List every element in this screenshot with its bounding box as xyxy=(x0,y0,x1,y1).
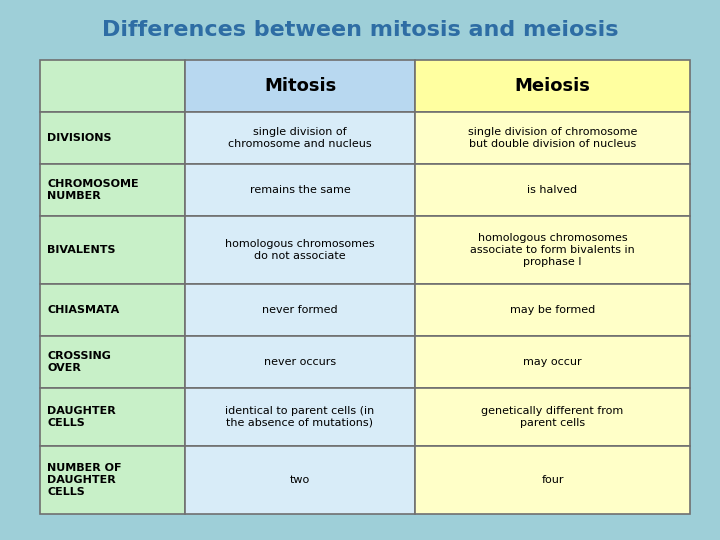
Bar xyxy=(415,388,690,446)
Bar xyxy=(185,336,415,388)
Bar xyxy=(185,216,415,284)
Text: Differences between mitosis and meiosis: Differences between mitosis and meiosis xyxy=(102,20,618,40)
Text: homologous chromosomes
do not associate: homologous chromosomes do not associate xyxy=(225,239,375,261)
Text: single division of chromosome
but double division of nucleus: single division of chromosome but double… xyxy=(468,127,637,149)
Text: never formed: never formed xyxy=(262,305,338,315)
Text: CHROMOSOME
NUMBER: CHROMOSOME NUMBER xyxy=(47,179,139,201)
Text: identical to parent cells (in
the absence of mutations): identical to parent cells (in the absenc… xyxy=(225,406,374,428)
Bar xyxy=(40,112,185,164)
Bar xyxy=(415,446,690,514)
Text: remains the same: remains the same xyxy=(250,185,351,195)
Bar xyxy=(40,164,185,216)
Bar xyxy=(185,446,415,514)
Text: CROSSING
OVER: CROSSING OVER xyxy=(47,351,111,373)
Bar xyxy=(415,164,690,216)
Bar xyxy=(415,216,690,284)
Text: BIVALENTS: BIVALENTS xyxy=(47,245,115,255)
Bar xyxy=(40,446,185,514)
Text: four: four xyxy=(541,475,564,485)
Text: Meiosis: Meiosis xyxy=(515,77,590,95)
Bar xyxy=(40,60,185,112)
Text: may be formed: may be formed xyxy=(510,305,595,315)
Bar xyxy=(415,336,690,388)
Text: two: two xyxy=(290,475,310,485)
Bar xyxy=(40,388,185,446)
Bar xyxy=(185,164,415,216)
Text: DAUGHTER
CELLS: DAUGHTER CELLS xyxy=(47,406,116,428)
Bar xyxy=(185,388,415,446)
Text: NUMBER OF
DAUGHTER
CELLS: NUMBER OF DAUGHTER CELLS xyxy=(47,463,122,497)
Text: may occur: may occur xyxy=(523,357,582,367)
Bar xyxy=(185,60,415,112)
Bar xyxy=(185,284,415,336)
Bar xyxy=(40,284,185,336)
Text: Mitosis: Mitosis xyxy=(264,77,336,95)
Bar xyxy=(415,60,690,112)
Text: homologous chromosomes
associate to form bivalents in
prophase I: homologous chromosomes associate to form… xyxy=(470,233,635,267)
Text: never occurs: never occurs xyxy=(264,357,336,367)
Bar xyxy=(40,216,185,284)
Text: CHIASMATA: CHIASMATA xyxy=(47,305,120,315)
Bar xyxy=(185,112,415,164)
Text: genetically different from
parent cells: genetically different from parent cells xyxy=(482,406,624,428)
Bar xyxy=(40,336,185,388)
Text: single division of
chromosome and nucleus: single division of chromosome and nucleu… xyxy=(228,127,372,149)
Bar xyxy=(415,284,690,336)
Text: DIVISIONS: DIVISIONS xyxy=(47,133,112,143)
Text: is halved: is halved xyxy=(528,185,577,195)
Bar xyxy=(415,112,690,164)
